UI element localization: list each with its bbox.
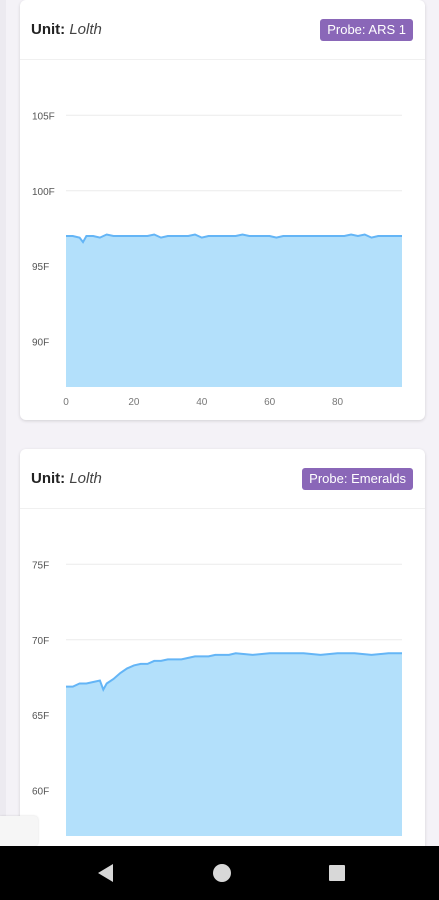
floating-button-partial[interactable] [0, 816, 38, 846]
x-tick-label: 0 [63, 397, 69, 408]
temperature-chart-svg: 90F 95F 100F 105F 0 20 40 60 80 [32, 111, 402, 408]
home-icon[interactable] [210, 861, 234, 885]
x-tick-label: 80 [332, 397, 344, 408]
series-area [66, 234, 402, 387]
unit-value: Lolth [69, 470, 102, 487]
y-tick-label: 65F [32, 711, 49, 722]
y-tick-label: 95F [32, 262, 49, 273]
android-nav-bar [0, 846, 439, 900]
unit-info: Unit: Lolth [31, 21, 102, 38]
temperature-chart: 90F 95F 100F 105F 0 20 40 60 80 [20, 60, 425, 420]
y-tick-label: 60F [32, 787, 49, 798]
probe-card: Unit: Lolth Probe: Emeralds 60F 65F 70F 75F… [20, 449, 425, 846]
probe-list[interactable]: Unit: Lolth Probe: ARS 1 90F 95F 100F 105F 0… [0, 0, 439, 846]
temperature-chart-svg: 60F65F70F75F020406080 [32, 560, 402, 836]
unit-value: Lolth [69, 21, 102, 38]
series-area [66, 653, 402, 836]
unit-label: Unit: [31, 470, 66, 487]
probe-card: Unit: Lolth Probe: ARS 1 90F 95F 100F 105F 0… [20, 0, 425, 420]
x-tick-label: 40 [196, 397, 208, 408]
y-tick-label: 70F [32, 636, 49, 647]
x-tick-label: 60 [264, 397, 276, 408]
y-tick-label: 75F [32, 560, 49, 571]
y-tick-label: 100F [32, 187, 55, 198]
y-tick-label: 105F [32, 111, 55, 122]
probe-badge[interactable]: Probe: ARS 1 [320, 19, 413, 41]
series-line [66, 233, 402, 244]
unit-label: Unit: [31, 21, 66, 38]
unit-info: Unit: Lolth [31, 470, 102, 487]
x-tick-label: 20 [128, 397, 140, 408]
card-header: Unit: Lolth Probe: ARS 1 [20, 0, 425, 60]
card-header: Unit: Lolth Probe: Emeralds [20, 449, 425, 509]
back-icon[interactable] [94, 861, 118, 885]
recents-icon[interactable] [325, 861, 349, 885]
probe-badge[interactable]: Probe: Emeralds [302, 468, 413, 490]
series-line [66, 652, 402, 692]
temperature-chart: 60F65F70F75F020406080 [20, 509, 425, 846]
y-tick-label: 90F [32, 338, 49, 349]
left-edge-divider [0, 0, 6, 846]
